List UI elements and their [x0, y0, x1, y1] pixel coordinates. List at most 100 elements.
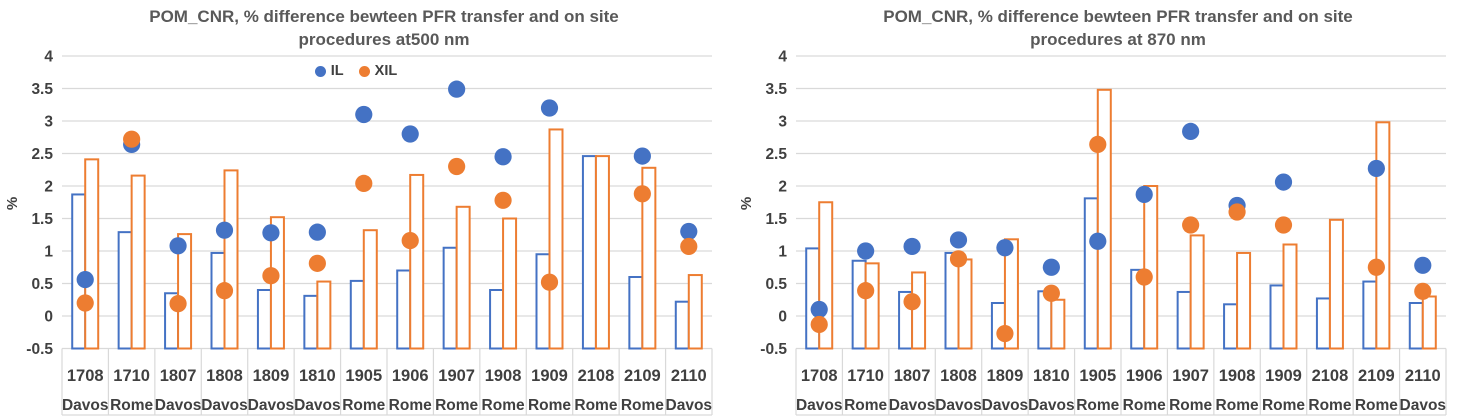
site-label-1909: Rome [1262, 397, 1305, 414]
y-tick-label: 4 [778, 49, 787, 66]
y-tick-label: 3 [44, 114, 53, 131]
y-axis-title: % [738, 196, 756, 211]
dot-xil-1807 [903, 293, 921, 311]
category-label-2110: 2110 [1405, 367, 1441, 385]
site-label-1906: Rome [1123, 397, 1166, 414]
plot-area: 43.532.521.510.50-0.51708Davos1710Rome18… [760, 49, 1447, 416]
category-label-1807: 1807 [894, 367, 931, 385]
y-tick-label: 0.5 [31, 276, 53, 293]
chart-title: POM_CNR, % difference bewteen PFR transf… [790, 5, 1446, 52]
bar-xil-1905 [362, 229, 378, 350]
y-tick-label: 1.5 [765, 211, 787, 228]
category-label-2108: 2108 [1312, 367, 1349, 385]
bar-il-1907 [442, 246, 458, 350]
legend-label-xil: XIL [374, 63, 398, 79]
bar-il-1809 [256, 289, 272, 350]
site-label-1909: Rome [528, 397, 571, 414]
category-label-1905: 1905 [1079, 367, 1116, 385]
category-label-2109: 2109 [624, 367, 661, 385]
y-tick-label: 2 [778, 179, 787, 196]
y-tick-label: 0 [44, 309, 53, 326]
category-label-1909: 1909 [531, 367, 568, 385]
bar-xil-2109 [641, 166, 657, 350]
chart-500nm[interactable]: POM_CNR, % difference bewteen PFR transf… [0, 0, 734, 418]
y-tick-label: 2 [44, 179, 53, 196]
dot-xil-1907 [448, 157, 466, 176]
dot-il-1807 [169, 237, 187, 255]
site-label-1908: Rome [1216, 397, 1259, 414]
site-label-2109: Rome [1355, 397, 1398, 414]
y-tick-label: 3.5 [31, 81, 53, 98]
bar-il-1908 [1223, 303, 1239, 350]
dot-xil-2109 [633, 185, 651, 203]
dot-xil-2110 [680, 237, 698, 256]
chart-870nm[interactable]: POM_CNR, % difference bewteen PFR transf… [734, 0, 1468, 418]
dot-il-1808 [215, 221, 234, 239]
bar-il-1907 [1176, 290, 1192, 350]
dot-il-1810 [308, 223, 326, 241]
dot-il-1908 [494, 148, 512, 166]
legend-item-xil: XIL [358, 63, 398, 79]
site-label-1907: Rome [435, 397, 478, 414]
category-label-2109: 2109 [1358, 367, 1395, 385]
site-label-1807: Davos [889, 397, 936, 414]
dot-xil-1710 [123, 130, 141, 148]
y-tick-label: -0.5 [760, 341, 787, 358]
dot-il-1907 [448, 80, 466, 98]
chart-title: POM_CNR, % difference bewteen PFR transf… [56, 5, 712, 52]
category-label-1906: 1906 [392, 367, 429, 385]
bar-il-2110 [674, 300, 690, 350]
dot-xil-1807 [169, 295, 187, 313]
dot-xil-1908 [1228, 203, 1246, 221]
dot-xil-1710 [857, 282, 875, 300]
bar-il-1810 [303, 294, 319, 350]
category-label-1809: 1809 [253, 367, 290, 385]
site-label-2108: Rome [1308, 397, 1351, 414]
dot-il-1708 [810, 300, 828, 319]
chart-title-line1: POM_CNR, % difference bewteen PFR transf… [883, 7, 1353, 26]
dot-il-1909 [1274, 173, 1293, 191]
category-label-1810: 1810 [299, 367, 336, 385]
site-label-1908: Rome [482, 397, 525, 414]
site-label-1708: Davos [796, 397, 843, 414]
site-label-1710: Rome [110, 397, 153, 414]
site-label-2109: Rome [621, 397, 664, 414]
bar-xil-1906 [1143, 185, 1159, 350]
dot-xil-1905 [355, 174, 373, 192]
y-tick-label: 4 [44, 49, 53, 66]
il-marker-icon [314, 65, 326, 77]
dot-xil-1808 [949, 250, 968, 268]
bar-xil-1807 [911, 271, 927, 350]
dot-xil-1909 [1274, 216, 1293, 234]
dot-il-2109 [1367, 159, 1385, 178]
dot-il-1710 [857, 242, 875, 260]
bar-xil-1710 [130, 174, 146, 350]
category-label-1710: 1710 [847, 367, 884, 385]
dot-xil-1905 [1089, 135, 1107, 153]
dot-il-1905 [355, 105, 373, 124]
dot-xil-1907 [1182, 216, 1200, 234]
bar-il-1808 [210, 251, 226, 350]
y-tick-label: 1.5 [31, 211, 53, 228]
dot-il-1807 [903, 237, 921, 256]
dot-xil-1810 [308, 254, 326, 272]
category-label-1809: 1809 [987, 367, 1024, 385]
dot-il-1809 [996, 239, 1014, 257]
dot-il-1905 [1089, 232, 1107, 250]
bar-il-1905 [349, 279, 365, 350]
y-tick-label: 2.5 [765, 146, 787, 163]
site-label-2110: Davos [666, 397, 713, 414]
bar-il-1908 [489, 289, 505, 350]
category-label-1807: 1807 [160, 367, 197, 385]
dot-xil-2109 [1367, 258, 1385, 276]
category-label-1708: 1708 [67, 367, 104, 385]
dot-xil-1908 [494, 191, 512, 209]
y-tick-label: 1 [778, 244, 787, 261]
site-label-2110: Davos [1400, 397, 1447, 414]
legend-item-il: IL [314, 63, 344, 79]
site-label-1808: Davos [935, 397, 982, 414]
dot-il-2110 [1414, 256, 1432, 274]
site-label-1905: Rome [1076, 397, 1119, 414]
dot-il-1708 [76, 271, 94, 289]
category-label-2108: 2108 [578, 367, 615, 385]
